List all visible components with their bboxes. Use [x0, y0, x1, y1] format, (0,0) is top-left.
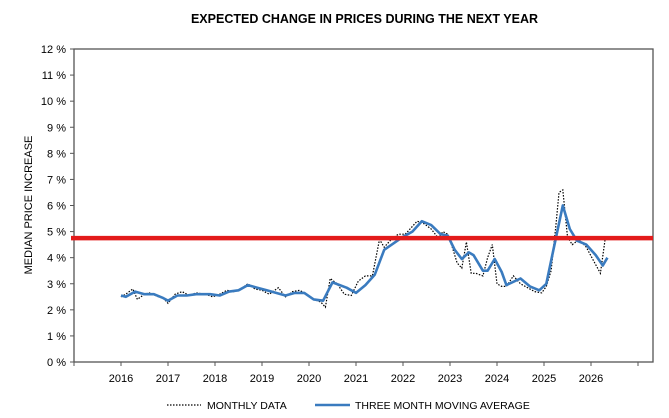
legend-ma-label: THREE MONTH MOVING AVERAGE [355, 400, 530, 412]
y-axis-label: MEDIAN PRICE INCREASE [23, 136, 35, 275]
y-tick-label: 2 % [47, 305, 66, 317]
plot-frame [73, 48, 654, 363]
x-tick-label: 2021 [344, 373, 368, 385]
y-tick-label: 3 % [47, 279, 66, 291]
x-tick-label: 2020 [297, 373, 321, 385]
monthly-data-line [120, 188, 606, 309]
x-tick-label: 2019 [250, 373, 274, 385]
moving-average-line [120, 204, 609, 303]
legend: MONTHLY DATA THREE MONTH MOVING AVERAGE [167, 400, 530, 412]
chart-title: EXPECTED CHANGE IN PRICES DURING THE NEX… [190, 12, 539, 26]
x-tick-label: 2016 [109, 373, 133, 385]
y-tick-label: 9 % [47, 122, 66, 134]
y-tick-label: 4 % [47, 253, 66, 265]
y-tick-label: 0 % [47, 357, 66, 369]
x-tick-label: 2025 [532, 373, 556, 385]
x-tick-label: 2024 [485, 373, 509, 385]
y-tick-label: 8 % [47, 148, 66, 160]
x-tick-label: 2018 [203, 373, 227, 385]
y-tick-label: 5 % [47, 227, 66, 239]
y-tick-label: 7 % [47, 174, 66, 186]
y-tick-label: 11 % [42, 70, 66, 82]
y-tick-label: 1 % [47, 331, 66, 343]
x-tick-label: 2017 [156, 373, 180, 385]
legend-monthly-label: MONTHLY DATA [207, 400, 287, 412]
y-tick-label: 6 % [47, 201, 66, 213]
x-tick-label: 2026 [579, 373, 603, 385]
x-tick-label: 2022 [391, 373, 415, 385]
y-tick-label: 12 % [41, 44, 66, 56]
x-tick-label: 2023 [438, 373, 462, 385]
y-tick-label: 10 % [41, 96, 66, 108]
